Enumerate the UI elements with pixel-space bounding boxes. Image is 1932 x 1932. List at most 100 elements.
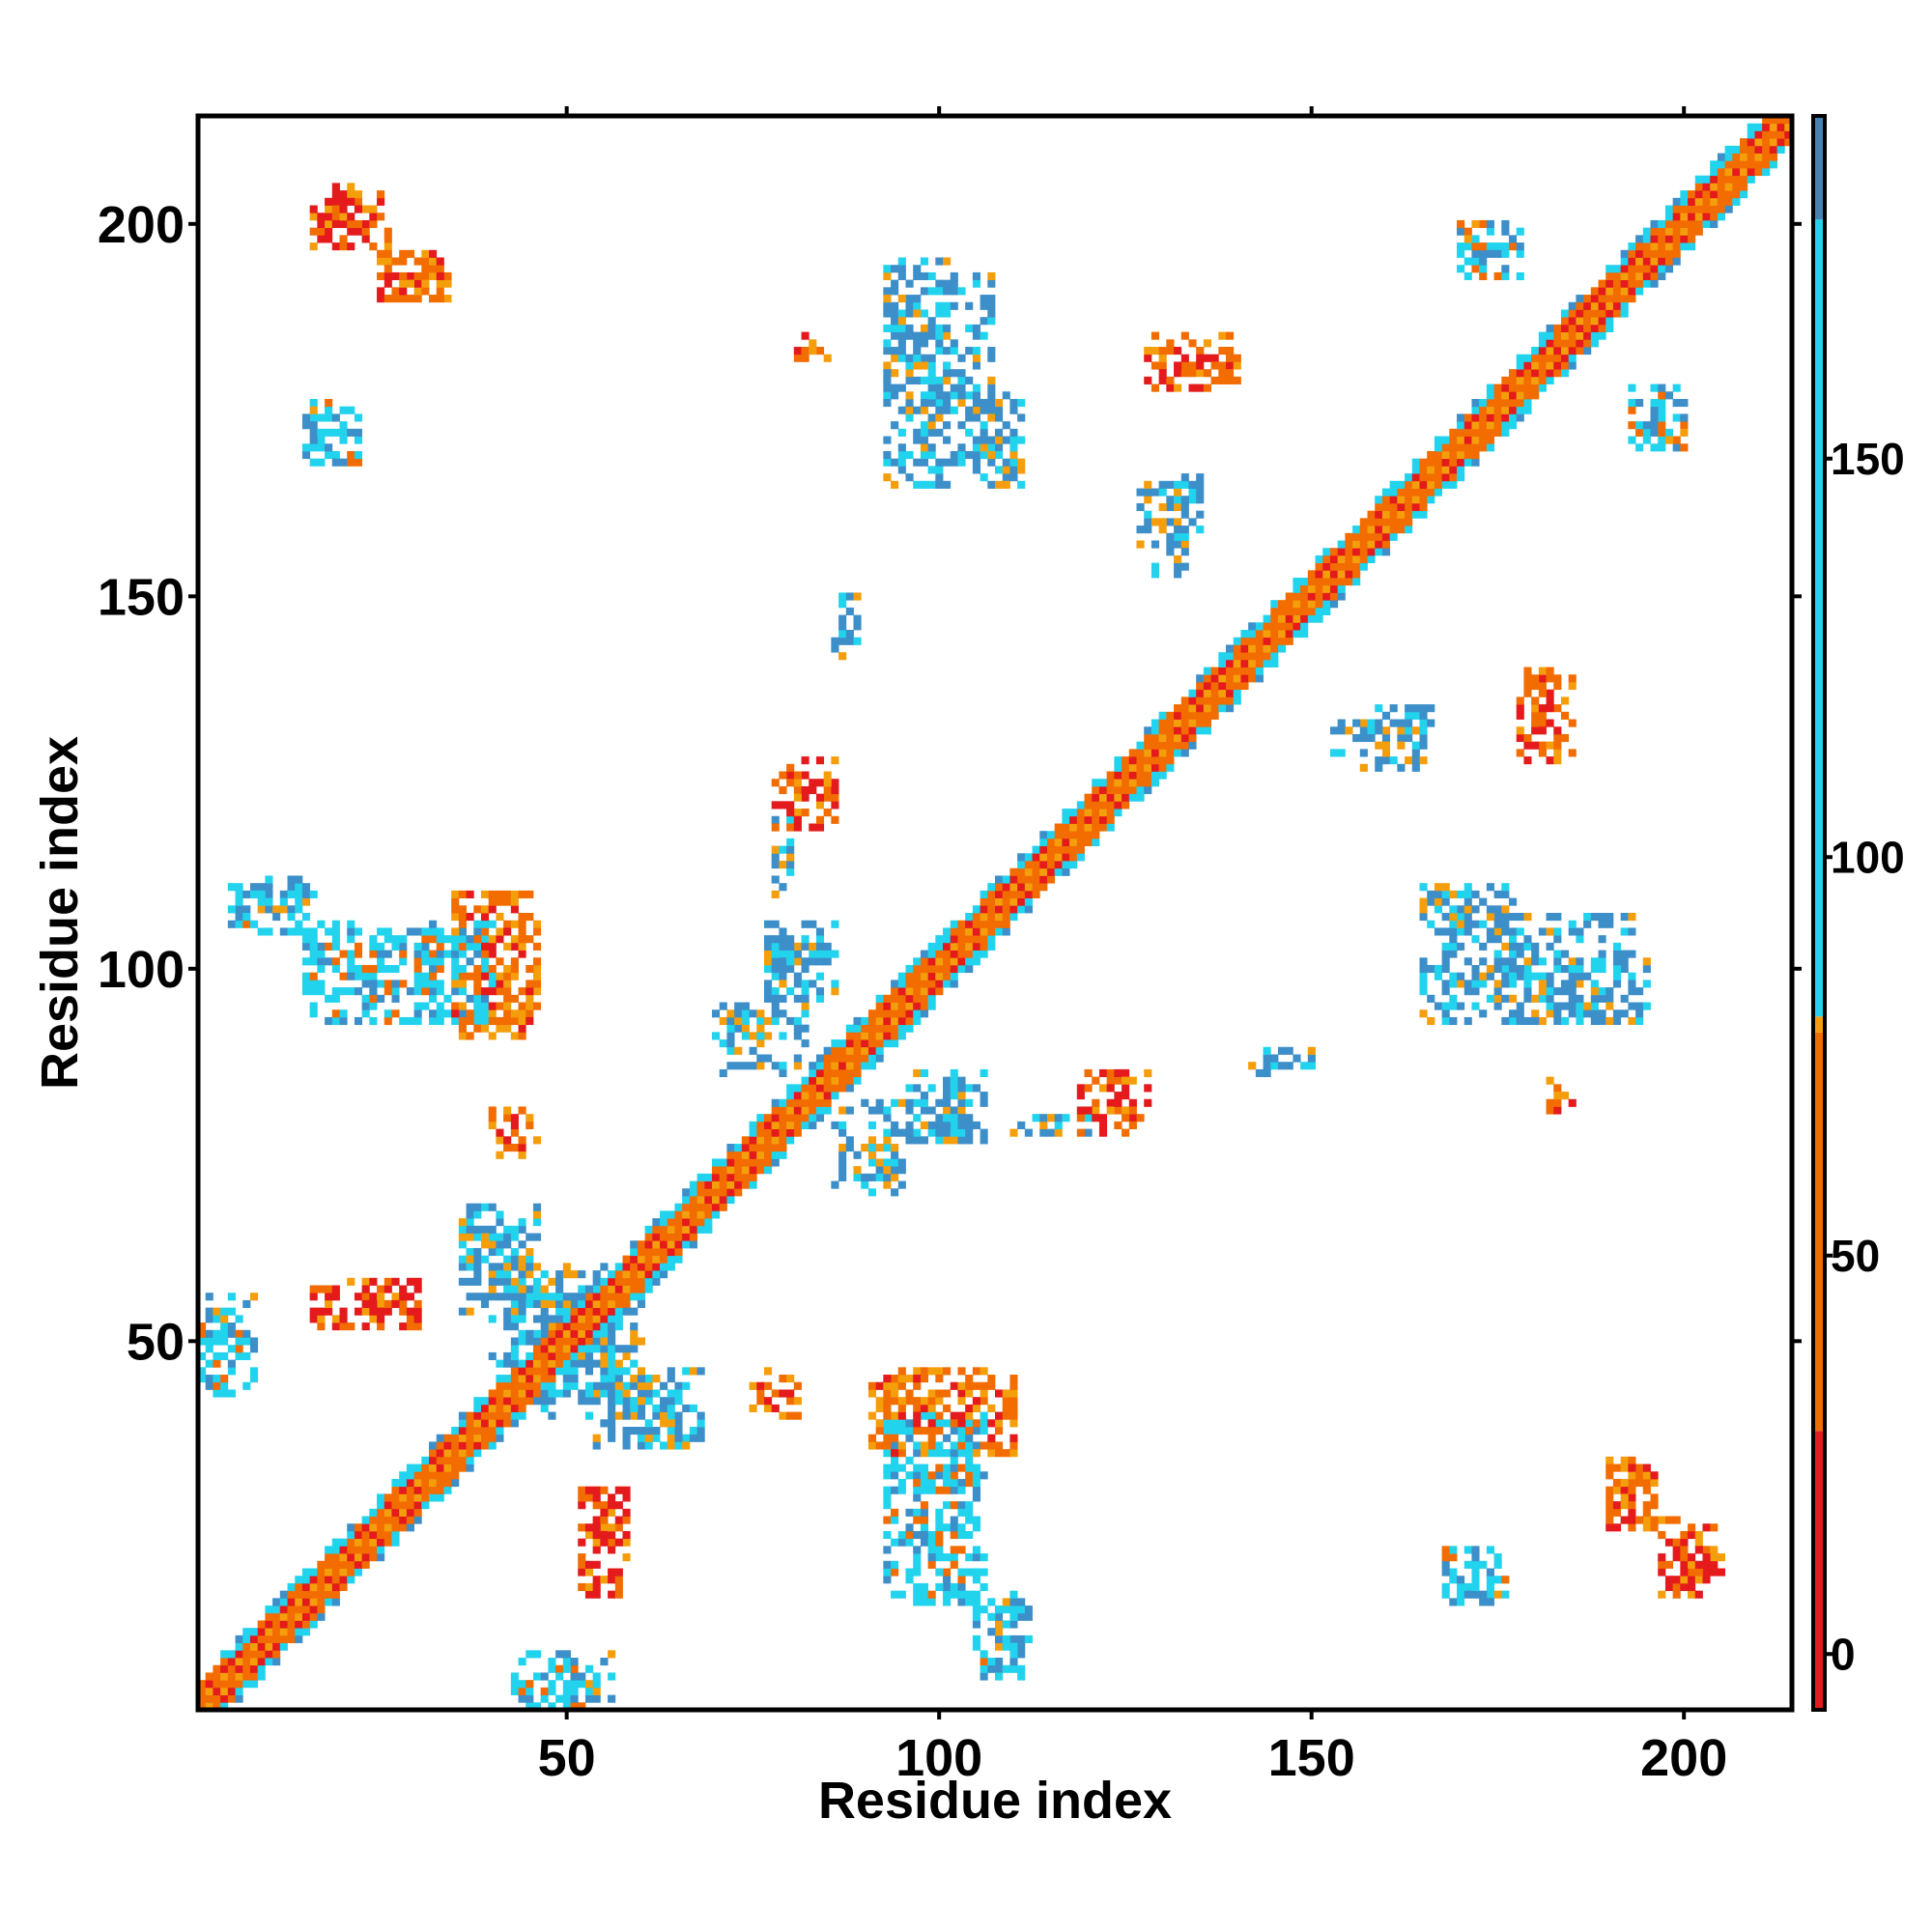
contact-cell [883, 347, 892, 355]
contact-cell [354, 942, 363, 951]
contact-cell [809, 1092, 817, 1100]
contact-cell [213, 1664, 221, 1673]
contact-cell [384, 1493, 392, 1502]
contact-cell [667, 1411, 675, 1420]
contact-cell [1203, 667, 1211, 675]
contact-cell [1240, 674, 1249, 683]
contact-cell [1337, 570, 1346, 579]
contact-cell [950, 369, 958, 378]
contact-cell [980, 1427, 988, 1435]
contact-cell [1092, 1114, 1100, 1122]
contact-cell [920, 1375, 929, 1383]
contact-cell [980, 1582, 988, 1592]
contact-cell [205, 1702, 213, 1711]
contact-cell [1009, 1411, 1018, 1420]
contact-cell [1479, 1560, 1488, 1569]
contact-cell [883, 1032, 892, 1040]
contact-cell [897, 1397, 906, 1406]
contact-cell [1650, 398, 1659, 408]
contact-cell [458, 1225, 467, 1234]
contact-cell [532, 1293, 542, 1301]
contact-cell [950, 1076, 958, 1085]
contact-cell [361, 964, 370, 974]
contact-cell [331, 458, 340, 467]
contact-cell [1493, 957, 1502, 966]
contact-cell [1441, 950, 1450, 958]
contact-cell [972, 1612, 980, 1621]
contact-cell [771, 935, 780, 944]
contact-cell [667, 1210, 675, 1219]
contact-cell [927, 964, 936, 974]
contact-cell [883, 1009, 892, 1018]
contact-cell [1002, 1389, 1010, 1398]
contact-cell [220, 1351, 229, 1361]
contact-cell [413, 1501, 422, 1510]
contact-cell [1598, 964, 1606, 974]
contact-cell [935, 331, 944, 340]
contact-cell [1546, 1076, 1554, 1085]
contact-cell [347, 1530, 355, 1540]
colorbar-segment [1813, 219, 1825, 1017]
contact-cell [614, 1590, 623, 1599]
contact-cell [1196, 473, 1205, 482]
contact-cell [309, 242, 318, 251]
contact-cell [1054, 831, 1063, 839]
contact-cell [421, 249, 430, 258]
contact-cell [578, 1501, 586, 1510]
contact-cell [980, 890, 988, 898]
contact-cell [257, 1634, 266, 1644]
contact-cell [532, 1315, 542, 1323]
contact-cell [943, 1501, 952, 1510]
contact-cell [1642, 436, 1651, 444]
contact-cell [875, 1158, 884, 1167]
contact-cell [317, 964, 326, 974]
contact-cell [1419, 502, 1428, 512]
contact-cell [1747, 130, 1755, 139]
contact-cell [927, 950, 936, 958]
contact-cell [287, 875, 296, 884]
contact-cell [570, 1375, 579, 1383]
contact-cell [1628, 972, 1636, 980]
contact-cell [637, 1375, 646, 1383]
contact-cell [1188, 361, 1197, 370]
contact-cell [480, 927, 490, 936]
contact-cell [1419, 733, 1428, 743]
contact-cell [987, 1404, 996, 1412]
contact-cell [532, 972, 542, 980]
contact-cell [1471, 257, 1480, 266]
contact-cell [354, 1538, 363, 1547]
contact-cell [995, 927, 1004, 936]
contact-cell [943, 1523, 952, 1532]
contact-cell [1598, 301, 1606, 310]
contact-cell [436, 1009, 444, 1018]
contact-cell [719, 1180, 727, 1189]
contact-cell [466, 1307, 474, 1316]
contact-cell [295, 890, 303, 898]
contact-cell [608, 1576, 616, 1584]
contact-cell [801, 1098, 810, 1107]
contact-cell [838, 1128, 847, 1137]
contact-cell [555, 1277, 564, 1286]
contact-cell [331, 1322, 340, 1331]
contact-cell [518, 1002, 526, 1010]
contact-cell [325, 197, 333, 206]
contact-cell [950, 1106, 958, 1115]
contact-cell [555, 1322, 564, 1331]
contact-cell [1449, 994, 1458, 1003]
contact-cell [265, 905, 273, 914]
contact-cell [823, 354, 832, 362]
contact-cell [1612, 271, 1622, 281]
contact-cell [674, 1233, 683, 1241]
contact-cell [361, 219, 370, 229]
contact-cell [1553, 361, 1562, 370]
contact-cell [1635, 398, 1644, 408]
contact-cell [980, 443, 988, 452]
contact-cell [1560, 361, 1570, 370]
contact-cell [987, 1598, 996, 1606]
contact-cell [1628, 1456, 1636, 1464]
contact-cell [1180, 704, 1189, 713]
contact-cell [518, 1270, 526, 1279]
contact-cell [897, 354, 906, 362]
contact-cell [1642, 1478, 1651, 1488]
contact-cell [488, 1404, 497, 1412]
